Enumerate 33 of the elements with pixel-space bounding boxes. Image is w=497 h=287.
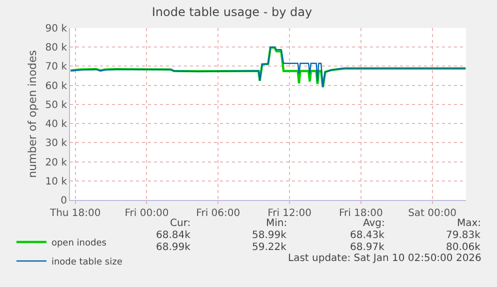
x-tick-label: Sat 00:00 — [408, 208, 456, 219]
text: 68.97k — [350, 242, 385, 253]
text: Last update: Sat Jan 10 02:50:00 2026 — [288, 253, 482, 264]
legend-label: inode table size — [51, 258, 123, 268]
y-tick-label: 40 k — [45, 119, 68, 130]
y-tick-label: 50 k — [45, 100, 68, 111]
text: 68.43k — [350, 230, 385, 241]
text: 58.99k — [252, 230, 287, 241]
y-tick-label: 20 k — [45, 157, 68, 168]
y-tick-label: 90 k — [45, 24, 68, 34]
y-tick-label: 80 k — [45, 42, 68, 54]
y-tick-label: 0 — [60, 196, 67, 206]
text: Cur: — [170, 218, 191, 229]
x-tick-label: Fri 00:00 — [124, 208, 169, 219]
chart-title: Inode table usage - by day — [152, 5, 312, 20]
text: 68.99k — [156, 242, 191, 253]
y-tick-label: 70 k — [45, 62, 68, 73]
text: Min: — [266, 218, 288, 229]
text: Max: — [457, 218, 482, 229]
x-tick-label: Thu 18:00 — [48, 208, 101, 219]
text: 80.06k — [446, 242, 481, 253]
text: 68.84k — [156, 230, 191, 241]
x-tick-label: Fri 06:00 — [196, 208, 240, 219]
y-tick-label: 30 k — [45, 138, 68, 150]
legend-label: open inodes — [51, 238, 107, 249]
text: 59.22k — [252, 242, 287, 253]
x-tick-label: Fri 12:00 — [268, 208, 312, 219]
text: 79.83k — [446, 230, 481, 241]
text: Avg: — [363, 218, 385, 229]
x-tick-label: Fri 18:00 — [338, 208, 383, 219]
y-tick-label: 60 k — [45, 80, 68, 92]
y-axis-title: number of open inodes — [26, 50, 39, 178]
y-tick-label: 10 k — [45, 176, 68, 188]
